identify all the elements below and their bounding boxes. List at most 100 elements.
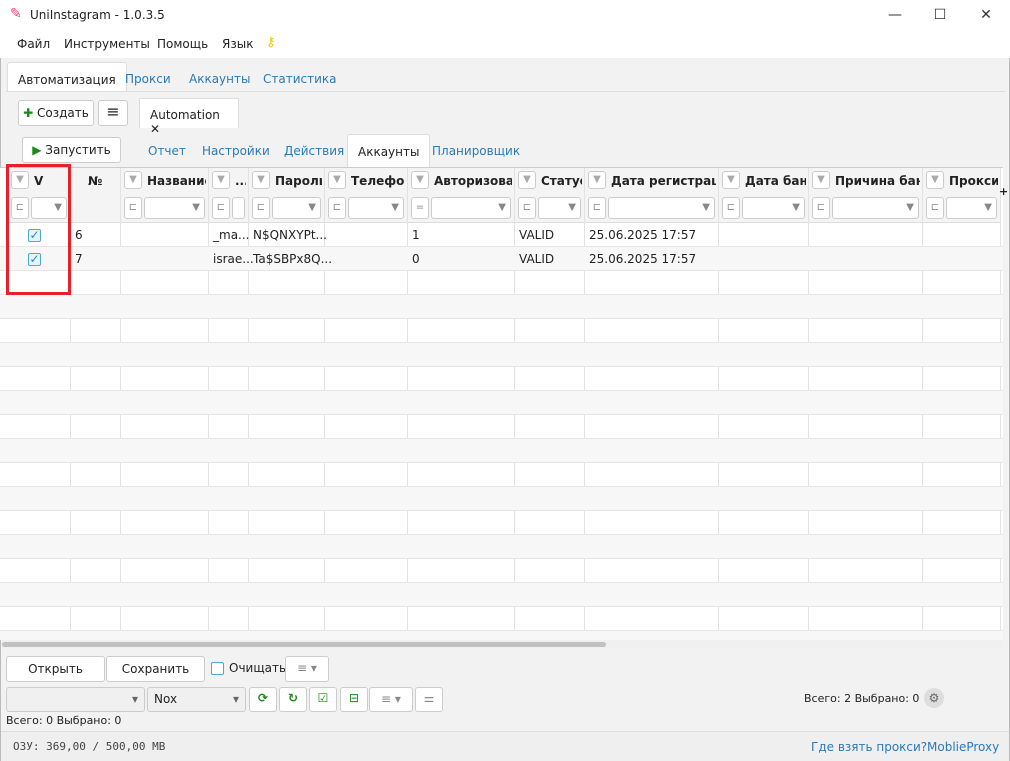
column-header[interactable]: ▼ ⊏ ▼ Прокси <box>923 168 1000 223</box>
refresh-icon[interactable]: ↻ <box>279 687 307 712</box>
filter-select[interactable]: ▼ <box>431 197 511 219</box>
create-button[interactable]: ✚ Создать <box>18 100 94 126</box>
accounts-table: ▼⊏▼V№▼⊏▼Название▼⊏...▼⊏▼Пароль▼⊏▼Телефон… <box>0 167 1003 640</box>
save-button[interactable]: Сохранить <box>106 656 205 682</box>
cell-auth: 0 <box>412 252 420 266</box>
filter-funnel-icon[interactable]: ▼ <box>11 171 29 189</box>
table-row[interactable]: ✓ 7 israe... Ta$SBPx8Q... 0 VALID 25.06.2025 1… <box>0 247 1003 271</box>
filter-select[interactable]: ▼ <box>31 197 67 219</box>
filter-operator[interactable]: ⊏ <box>212 197 230 219</box>
column-header[interactable]: ▼=▼Авторизован <box>408 168 514 223</box>
sync-icon[interactable]: ⟳ <box>249 687 277 712</box>
mobileproxy-link[interactable]: MoblieProxy <box>927 740 1000 754</box>
subtab-report[interactable]: Отчет <box>148 144 186 158</box>
subtab-accounts[interactable]: Аккаунты <box>347 134 431 167</box>
column-header[interactable]: ▼ ⊏... <box>209 168 248 223</box>
filter-funnel-icon[interactable]: ▼ <box>518 171 536 189</box>
filter-funnel-icon[interactable]: ▼ <box>124 171 142 189</box>
filter-select[interactable]: ▼ <box>946 197 997 219</box>
filter-operator[interactable]: ⊏ <box>252 197 270 219</box>
list-options-dropdown[interactable]: ≡ ▾ <box>369 687 413 712</box>
row-checkbox[interactable]: ✓ <box>28 252 41 266</box>
cell-reg: 25.06.2025 17:57 <box>589 252 697 266</box>
filter-settings-icon[interactable]: ⚌ <box>415 687 443 712</box>
empty-row <box>0 607 1003 631</box>
filter-funnel-icon[interactable]: ▼ <box>212 171 230 189</box>
menu-help[interactable]: Помощь <box>157 37 209 51</box>
column-2: ▼⊏▼Название <box>121 168 209 640</box>
horizontal-scrollbar[interactable] <box>2 640 1003 648</box>
run-button[interactable]: ▶ Запустить <box>22 137 121 163</box>
column-header[interactable]: ▼ ⊏ ▼ V <box>8 168 70 223</box>
table-row[interactable]: ✓ 6 _ma... N$QNXYPt... 1 VALID 25.06.2025 17:5… <box>0 223 1003 247</box>
filter-operator[interactable]: ⊏ <box>926 197 944 219</box>
tab-statistics[interactable]: Статистика <box>263 72 337 86</box>
key-icon[interactable]: ⚷ <box>266 35 276 50</box>
where-proxy-link[interactable]: Где взять прокси? <box>811 740 928 754</box>
column-header[interactable]: ▼⊏▼Дата регистрации <box>585 168 718 223</box>
add-column-icon[interactable]: + <box>999 185 1009 198</box>
column-label: Название <box>147 174 206 188</box>
filter-select[interactable] <box>232 197 245 219</box>
filter-select[interactable]: ▼ <box>538 197 581 219</box>
subtab-actions[interactable]: Действия <box>284 144 345 158</box>
filter-select[interactable]: ▼ <box>742 197 805 219</box>
filter-select[interactable]: ▼ <box>348 197 404 219</box>
filter-operator[interactable]: ⊏ <box>11 197 29 219</box>
filter-funnel-icon[interactable]: ▼ <box>411 171 429 189</box>
column-header[interactable]: № <box>71 168 120 223</box>
filter-funnel-icon[interactable]: ▼ <box>252 171 270 189</box>
check-all-icon[interactable]: ☑ <box>309 687 337 712</box>
column-header[interactable]: ▼⊏▼Статус <box>515 168 584 223</box>
filter-select[interactable]: ▼ <box>832 197 919 219</box>
empty-row <box>0 319 1003 343</box>
filter-operator[interactable]: ⊏ <box>328 197 346 219</box>
menu-hamburger-button[interactable]: ≡ <box>98 100 128 126</box>
uncheck-all-icon[interactable]: ⊟ <box>340 687 368 712</box>
device-select[interactable]: ▾ <box>6 687 145 712</box>
scroll-thumb[interactable] <box>2 642 606 647</box>
close-button[interactable]: ✕ <box>980 7 992 23</box>
options-dropdown[interactable]: ≡ ▾ <box>285 656 329 682</box>
subtab-settings[interactable]: Настройки <box>202 144 270 158</box>
column-header[interactable]: ▼⊏▼Причина бана <box>809 168 922 223</box>
clear-checkbox[interactable] <box>211 662 224 675</box>
menu-tools[interactable]: Инструменты <box>64 37 150 51</box>
tab-accounts[interactable]: Аккаунты <box>189 72 251 86</box>
column-header[interactable]: ▼ ⊏ ▼ Пароль <box>249 168 324 223</box>
column-header[interactable]: ▼⊏▼Телефон <box>325 168 407 223</box>
automation-doc-tab[interactable]: Automation ✕ <box>139 98 239 136</box>
window-title: UniInstagram - 1.0.3.5 <box>30 8 165 22</box>
filter-select[interactable]: ▼ <box>144 197 205 219</box>
minimize-button[interactable]: — <box>888 7 902 23</box>
create-label: Создать <box>37 106 89 120</box>
filter-funnel-icon[interactable]: ▼ <box>926 171 944 189</box>
close-tab-icon[interactable]: ✕ <box>150 122 161 136</box>
filter-funnel-icon[interactable]: ▼ <box>722 171 740 189</box>
column-header[interactable]: ▼⊏▼Дата бана <box>719 168 808 223</box>
filter-select[interactable]: ▼ <box>272 197 321 219</box>
emulator-select[interactable]: Nox ▾ <box>147 687 246 712</box>
filter-funnel-icon[interactable]: ▼ <box>812 171 830 189</box>
filter-funnel-icon[interactable]: ▼ <box>588 171 606 189</box>
filter-operator[interactable]: ⊏ <box>812 197 830 219</box>
column-header[interactable]: ▼⊏▼Название <box>121 168 208 223</box>
filter-funnel-icon[interactable]: ▼ <box>328 171 346 189</box>
filter-select[interactable]: ▼ <box>608 197 715 219</box>
empty-row <box>0 439 1003 463</box>
filter-operator[interactable]: ⊏ <box>124 197 142 219</box>
filter-operator[interactable]: ⊏ <box>518 197 536 219</box>
menu-file[interactable]: Файл <box>17 37 51 51</box>
open-button[interactable]: Открыть <box>6 656 105 682</box>
tab-automation[interactable]: Автоматизация <box>7 62 127 92</box>
tab-proxy[interactable]: Прокси <box>125 72 171 86</box>
filter-operator[interactable]: ⊏ <box>588 197 606 219</box>
row-checkbox[interactable]: ✓ <box>28 228 41 242</box>
filter-operator[interactable]: = <box>411 197 429 219</box>
subtab-scheduler[interactable]: Планировщик <box>432 144 521 158</box>
maximize-button[interactable]: ☐ <box>933 7 947 23</box>
menu-language[interactable]: Язык <box>222 37 254 51</box>
column-label: Дата бана <box>745 174 806 188</box>
settings-gear-icon[interactable]: ⚙ <box>924 688 944 708</box>
filter-operator[interactable]: ⊏ <box>722 197 740 219</box>
